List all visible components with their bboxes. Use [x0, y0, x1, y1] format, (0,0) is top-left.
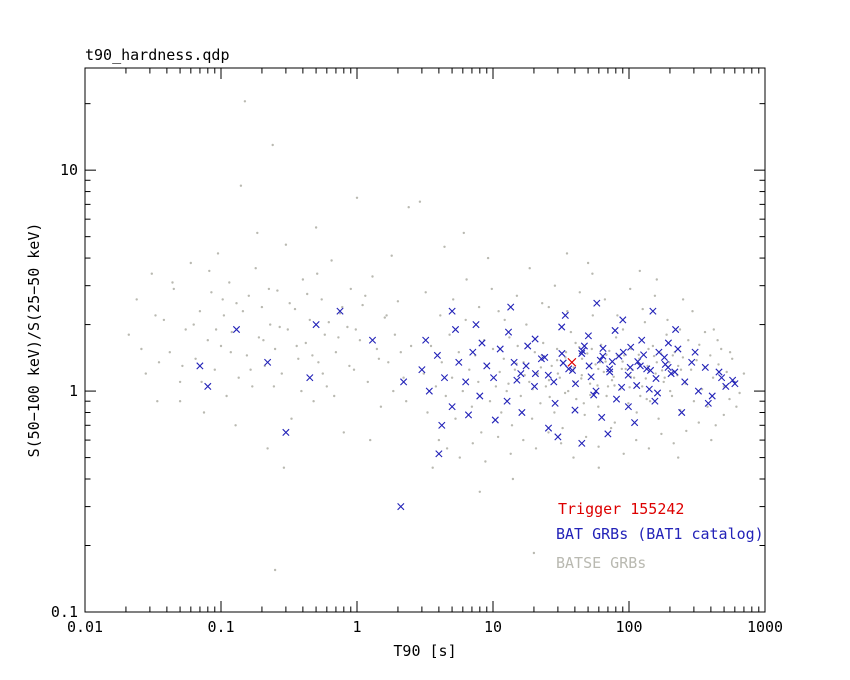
x-tick-label: 0.01 [67, 618, 103, 636]
y-tick-label: 1 [69, 382, 78, 400]
legend-item-batse-grbs: BATSE GRBs [556, 554, 647, 572]
x-tick-label: 100 [615, 618, 642, 636]
series-trigger-155242 [567, 357, 577, 367]
y-tick-label: 10 [60, 161, 78, 179]
plot-title: t90_hardness.qdp [85, 46, 230, 64]
y-tick-label: 0.1 [51, 603, 78, 621]
x-axis-label: T90 [s] [393, 642, 457, 660]
x-tick-label: 1 [352, 618, 361, 636]
axis-ticks [84, 68, 766, 613]
series-bat-grbs-bat1-catalog [196, 299, 739, 511]
legend-item-bat-grbs: BAT GRBs (BAT1 catalog) [556, 525, 764, 543]
plot-frame [84, 67, 766, 613]
legend-item-trigger: Trigger 155242 [558, 500, 685, 518]
x-tick-label: 1000 [747, 618, 783, 636]
x-tick-label: 0.1 [207, 618, 234, 636]
x-tick-label: 10 [484, 618, 502, 636]
